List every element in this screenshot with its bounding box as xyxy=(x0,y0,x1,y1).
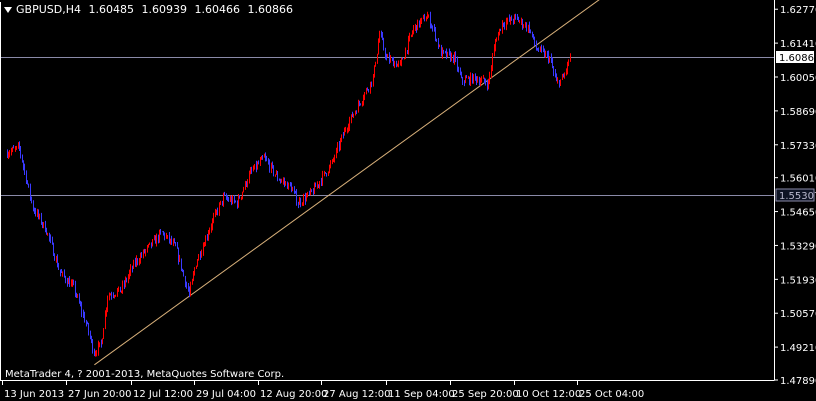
open-price: 1.60485 xyxy=(88,3,134,16)
trendline xyxy=(94,0,600,366)
time-tick-label: 12 Jul 12:00 xyxy=(133,389,193,400)
price-tick-label: 1.56010 xyxy=(780,174,816,185)
price-tick-label: 1.58690 xyxy=(780,107,816,118)
price-tick-label: 1.62770 xyxy=(780,5,816,16)
symbol-label: GBPUSD,H4 xyxy=(16,3,81,16)
time-tick-label: 27 Jun 20:00 xyxy=(68,389,132,400)
time-tick-label: 27 Aug 12:00 xyxy=(323,389,390,400)
price-tick-label: 1.54650 xyxy=(780,208,816,219)
price-tick-label: 1.49210 xyxy=(780,343,816,354)
time-tick-label: 13 Jun 2013 xyxy=(4,389,64,400)
time-tick-label: 25 Sep 20:00 xyxy=(452,389,519,400)
current-price-label: 1.60866 xyxy=(779,53,816,64)
chart-frame xyxy=(0,0,775,381)
time-tick-label: 29 Jul 04:00 xyxy=(196,389,256,400)
price-tick-label: 1.60050 xyxy=(780,73,816,84)
line-price-label-box xyxy=(775,188,815,202)
low-price: 1.60466 xyxy=(194,3,240,16)
current-price-label-box xyxy=(776,51,814,63)
line-price-label: 1.55307 xyxy=(779,191,816,202)
time-tick-label: 12 Aug 20:00 xyxy=(260,389,327,400)
time-axis: 13 Jun 2013 27 Jun 20:00 12 Jul 12:00 29 Ju… xyxy=(2,380,644,400)
dropdown-triangle-icon[interactable] xyxy=(4,6,12,13)
high-price: 1.60939 xyxy=(141,3,187,16)
price-tick-label: 1.57330 xyxy=(780,141,816,152)
candles-layer xyxy=(7,11,571,357)
close-price: 1.60866 xyxy=(247,3,293,16)
chart-header: GBPUSD,H4 1.60485 1.60939 1.60466 1.6086… xyxy=(3,3,297,16)
time-tick-label: 11 Sep 04:00 xyxy=(388,389,455,400)
price-tick-label: 1.51930 xyxy=(780,275,816,286)
price-axis: 1.62770 1.61410 1.60050 1.58690 1.57330 1.560… xyxy=(774,5,816,387)
copyright-text: MetaTrader 4, ? 2001-2013, MetaQuotes So… xyxy=(5,369,285,380)
trendline-layer xyxy=(94,0,600,366)
price-tick-label: 1.53290 xyxy=(780,241,816,252)
price-lines-layer xyxy=(1,57,774,196)
price-tick-label: 1.50570 xyxy=(780,309,816,320)
price-tick-label: 1.47890 xyxy=(780,376,816,387)
price-tick-label: 1.61410 xyxy=(780,39,816,50)
time-tick-label: 25 Oct 04:00 xyxy=(579,389,644,400)
time-tick-label: 10 Oct 12:00 xyxy=(516,389,581,400)
